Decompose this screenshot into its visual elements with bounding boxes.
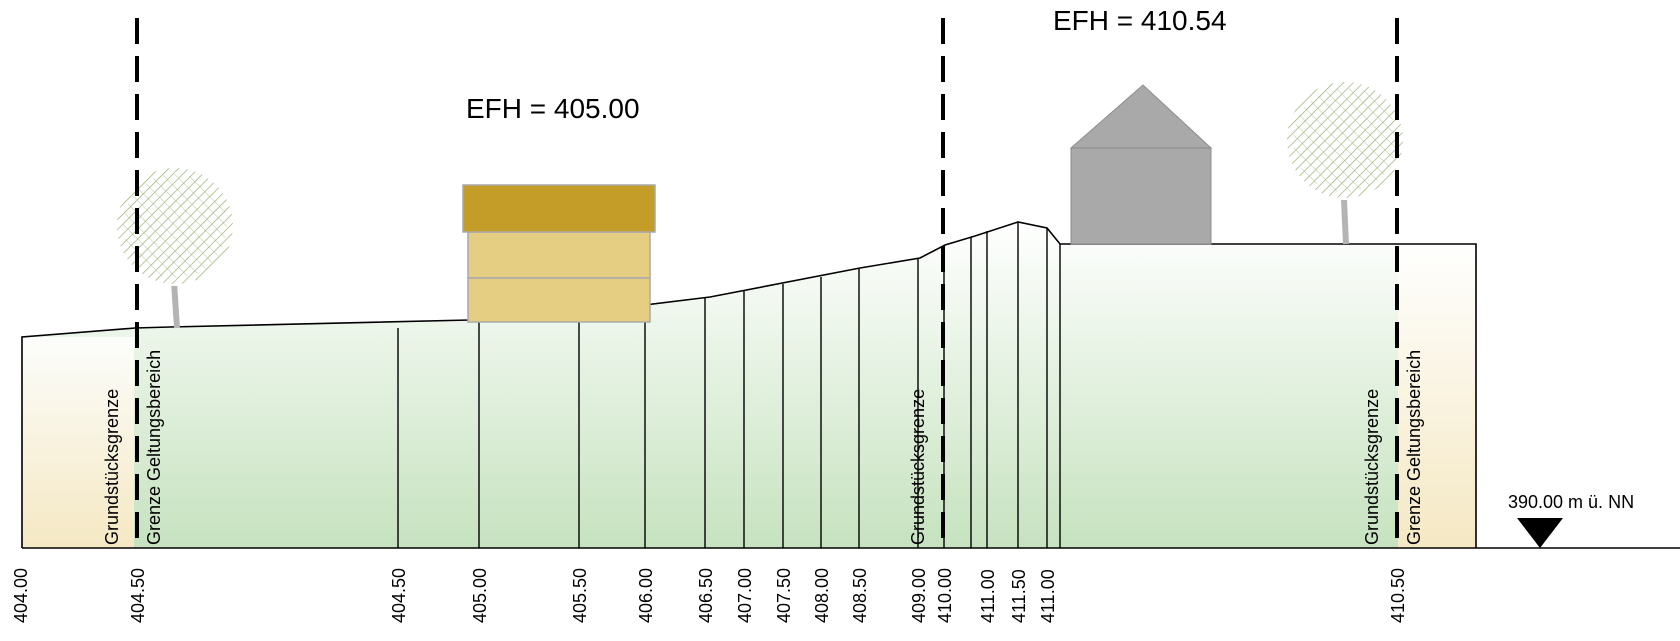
elevation-tick: 405.00 <box>470 568 490 623</box>
efh-left-label: EFH = 405.00 <box>466 93 640 124</box>
elevation-tick: 404.50 <box>389 568 409 623</box>
elevation-tick: 404.00 <box>11 568 31 623</box>
efh-right-label: EFH = 410.54 <box>1053 5 1227 36</box>
elevation-tick: 404.50 <box>128 568 148 623</box>
house-right-body <box>1070 147 1212 245</box>
elevation-tick: 411.00 <box>1038 569 1058 623</box>
tree-left <box>115 166 235 329</box>
elevation-tick: 409.00 <box>909 568 929 623</box>
elevation-tick: 411.50 <box>1009 569 1029 623</box>
geltungsbereich-label-left: Grenze Geltungsbereich <box>144 350 164 545</box>
datum-marker: 390.00 m ü. NN <box>1508 492 1634 548</box>
house-left <box>462 184 656 323</box>
grundstuecksgrenze-label-right: Grundstücksgrenze <box>1362 389 1382 545</box>
geltungsbereich-label-right: Grenze Geltungsbereich <box>1404 350 1424 545</box>
grundstuecksgrenze-label-left: Grundstücksgrenze <box>102 389 122 545</box>
elevation-ticks: 404.00 404.50 404.50 405.00 405.50 406.0… <box>11 568 1408 623</box>
elevation-tick: 406.50 <box>696 568 716 623</box>
right-edge-tint <box>1398 244 1476 548</box>
elevation-tick: 408.50 <box>850 568 870 623</box>
elevation-tick: 407.00 <box>735 568 755 623</box>
boundary-lines <box>135 18 1399 548</box>
station-lines <box>397 222 1061 548</box>
left-edge-tint <box>22 337 134 548</box>
elevation-tick: 411.00 <box>978 569 998 623</box>
tree-right <box>1285 80 1405 245</box>
house-left-wall-lower <box>467 277 651 323</box>
elevation-tick: 407.50 <box>774 568 794 623</box>
house-left-roof <box>462 184 656 233</box>
terrain-section <box>21 221 1680 549</box>
elevation-tick: 406.00 <box>636 568 656 623</box>
terrain-outline <box>21 221 1477 548</box>
elevation-tick: 410.00 <box>935 568 955 623</box>
grundstuecksgrenze-label-middle: Grundstücksgrenze <box>908 389 928 545</box>
house-right-roof <box>1069 84 1213 149</box>
house-right <box>1069 84 1213 245</box>
elevation-tick: 405.50 <box>570 568 590 623</box>
elevation-tick: 408.00 <box>812 568 832 623</box>
datum-triangle-icon <box>1517 518 1563 548</box>
elevation-tick: 410.50 <box>1388 568 1408 623</box>
terrain-fill <box>22 222 1476 548</box>
datum-label: 390.00 m ü. NN <box>1508 492 1634 512</box>
house-left-wall-upper <box>467 231 651 279</box>
